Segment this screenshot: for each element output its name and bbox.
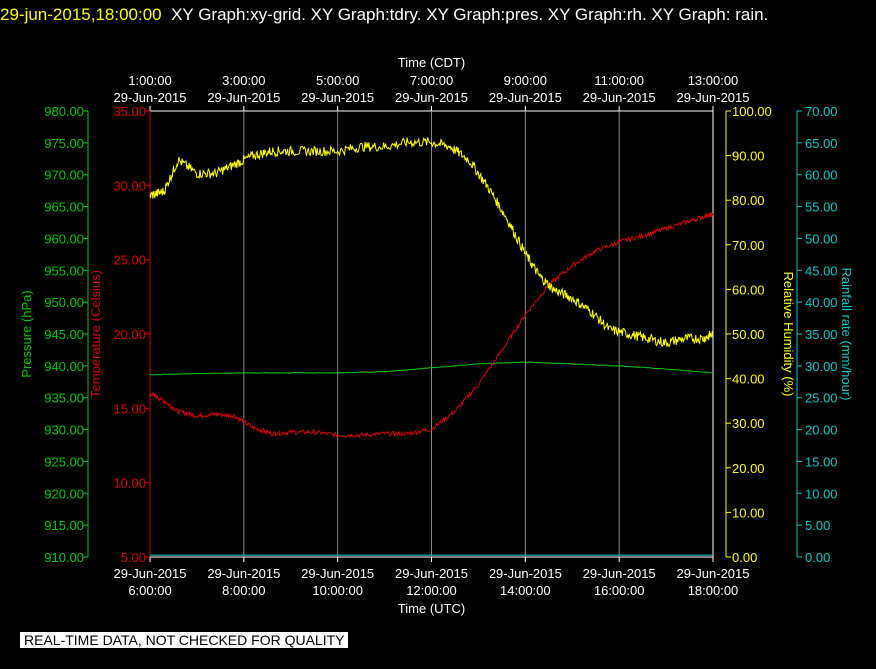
pressure-tick-label: 965.00 xyxy=(44,200,84,215)
humidity-tick-label: 80.00 xyxy=(732,193,765,208)
rainfall-tick-label: 15.00 xyxy=(805,454,838,469)
temperature-tick-label: 5.00 xyxy=(121,550,146,565)
x-tick-label: 12:00:00 xyxy=(406,583,457,598)
rainfall-tick-label: 35.00 xyxy=(805,327,838,342)
pressure-tick-label: 945.00 xyxy=(44,327,84,342)
x-top-date-label: 29-Jun-2015 xyxy=(677,90,750,105)
humidity-tick-label: 10.00 xyxy=(732,505,765,520)
rainfall-tick-label: 50.00 xyxy=(805,231,838,246)
header-timestamp: 29-jun-2015,18:00:00 xyxy=(0,5,162,24)
x-top-tick-label: 7:00:00 xyxy=(410,73,453,88)
x-date-label: 29-Jun-2015 xyxy=(489,566,562,581)
pressure-tick-label: 930.00 xyxy=(44,423,84,438)
x-top-tick-label: 13:00:00 xyxy=(688,73,739,88)
humidity-tick-label: 20.00 xyxy=(732,461,765,476)
pressure-tick-label: 910.00 xyxy=(44,550,84,565)
x-tick-label: 10:00:00 xyxy=(312,583,363,598)
rainfall-axis-title: Rainfall rate (mm/hour) xyxy=(839,268,854,401)
humidity-tick-label: 90.00 xyxy=(732,149,765,164)
series-line-humidity xyxy=(149,136,714,348)
pressure-tick-label: 980.00 xyxy=(44,104,84,119)
x-top-tick-label: 11:00:00 xyxy=(594,73,644,88)
humidity-tick-label: 60.00 xyxy=(732,282,765,297)
header-title: XY Graph:xy-grid. XY Graph:tdry. XY Grap… xyxy=(171,5,769,24)
humidity-tick-label: 50.00 xyxy=(732,327,765,342)
rainfall-tick-label: 20.00 xyxy=(805,423,838,438)
x-axis-label: Time (UTC) xyxy=(398,601,465,616)
pressure-tick-label: 950.00 xyxy=(44,295,84,310)
pressure-tick-label: 935.00 xyxy=(44,391,84,406)
x-date-label: 29-Jun-2015 xyxy=(677,566,750,581)
x-axis-label-top: Time (CDT) xyxy=(398,55,465,70)
x-top-tick-label: 3:00:00 xyxy=(222,73,265,88)
temperature-tick-label: 35.00 xyxy=(113,104,146,119)
chart-header: 29-jun-2015,18:00:00 XY Graph:xy-grid. X… xyxy=(0,0,860,29)
pressure-tick-label: 920.00 xyxy=(44,486,84,501)
rainfall-tick-label: 25.00 xyxy=(805,391,838,406)
series-line-pressure xyxy=(149,361,714,376)
humidity-tick-label: 100.00 xyxy=(732,104,772,119)
x-date-label: 29-Jun-2015 xyxy=(583,566,656,581)
rainfall-tick-label: 55.00 xyxy=(805,200,838,215)
x-top-date-label: 29-Jun-2015 xyxy=(301,90,374,105)
humidity-tick-label: 30.00 xyxy=(732,416,765,431)
temperature-tick-label: 10.00 xyxy=(113,476,146,491)
rainfall-tick-label: 45.00 xyxy=(805,263,838,278)
x-top-date-label: 29-Jun-2015 xyxy=(207,90,280,105)
x-tick-label: 16:00:00 xyxy=(594,583,645,598)
x-top-date-label: 29-Jun-2015 xyxy=(583,90,656,105)
pressure-tick-label: 960.00 xyxy=(44,231,84,246)
rainfall-tick-label: 70.00 xyxy=(805,104,838,119)
x-tick-label: 18:00:00 xyxy=(688,583,739,598)
pressure-tick-label: 940.00 xyxy=(44,359,84,374)
temperature-axis-title: Temperature (Celsius) xyxy=(88,270,103,398)
x-date-label: 29-Jun-2015 xyxy=(301,566,374,581)
rainfall-tick-label: 60.00 xyxy=(805,168,838,183)
x-top-date-label: 29-Jun-2015 xyxy=(395,90,468,105)
rainfall-tick-label: 5.00 xyxy=(805,518,830,533)
pressure-tick-label: 955.00 xyxy=(44,263,84,278)
humidity-tick-label: 0.00 xyxy=(732,550,757,565)
pressure-tick-label: 970.00 xyxy=(44,168,84,183)
pressure-tick-label: 915.00 xyxy=(44,518,84,533)
humidity-axis-title: Relative Humidity (%) xyxy=(781,272,796,397)
x-top-tick-label: 1:00:00 xyxy=(128,73,171,88)
rainfall-tick-label: 40.00 xyxy=(805,295,838,310)
rainfall-tick-label: 10.00 xyxy=(805,486,838,501)
x-tick-label: 14:00:00 xyxy=(500,583,551,598)
quality-disclaimer: REAL-TIME DATA, NOT CHECKED FOR QUALITY xyxy=(20,632,349,648)
humidity-tick-label: 70.00 xyxy=(732,238,765,253)
x-top-tick-label: 5:00:00 xyxy=(316,73,359,88)
x-top-date-label: 29-Jun-2015 xyxy=(114,90,187,105)
pressure-tick-label: 975.00 xyxy=(44,136,84,151)
x-tick-label: 8:00:00 xyxy=(222,583,265,598)
x-tick-label: 6:00:00 xyxy=(128,583,171,598)
temperature-tick-label: 25.00 xyxy=(113,253,146,268)
x-top-date-label: 29-Jun-2015 xyxy=(489,90,562,105)
temperature-tick-label: 30.00 xyxy=(113,178,146,193)
temperature-tick-label: 15.00 xyxy=(113,401,146,416)
x-date-label: 29-Jun-2015 xyxy=(395,566,468,581)
temperature-tick-label: 20.00 xyxy=(113,327,146,342)
pressure-tick-label: 925.00 xyxy=(44,454,84,469)
x-top-tick-label: 9:00:00 xyxy=(504,73,547,88)
humidity-tick-label: 40.00 xyxy=(732,372,765,387)
rainfall-tick-label: 65.00 xyxy=(805,136,838,151)
rainfall-tick-label: 30.00 xyxy=(805,359,838,374)
rainfall-tick-label: 0.00 xyxy=(805,550,830,565)
x-date-label: 29-Jun-2015 xyxy=(207,566,280,581)
pressure-axis-title: Pressure (hPa) xyxy=(19,290,34,377)
series-line-temperature xyxy=(149,210,714,439)
x-date-label: 29-Jun-2015 xyxy=(114,566,187,581)
